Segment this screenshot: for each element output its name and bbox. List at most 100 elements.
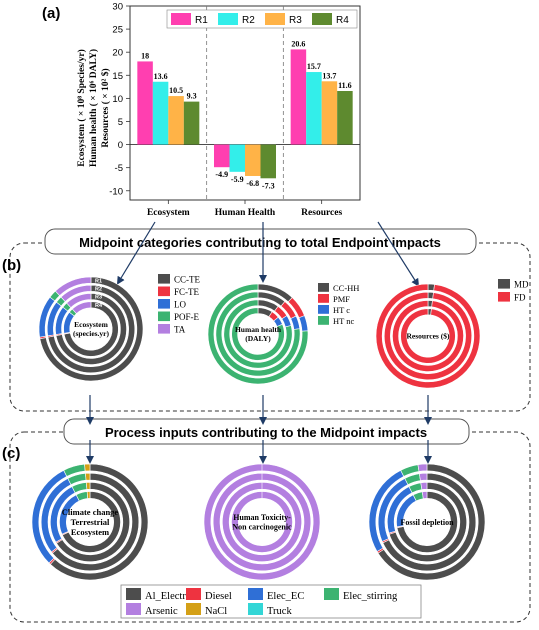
slice-ht-nc-ring-4: [231, 307, 285, 361]
panel-a-label: (a): [42, 5, 60, 22]
y-tick-label: 0: [118, 140, 123, 151]
legend-swatch-cc-hh: [318, 283, 329, 292]
donut-title-line: Fossil depletion: [400, 518, 454, 527]
donut-ecosystem-species-yr: Ecosystem(species.yr) R4 R3 R2 R1: [38, 276, 144, 382]
slice-ta-ring-1: [54, 276, 92, 296]
donut-fossil-depletion: Fossil depletion: [368, 463, 486, 581]
legend-label-arsenic: Arsenic: [145, 606, 178, 617]
slice-nacl-ring-1: [84, 463, 91, 472]
legend-label-truck: Truck: [267, 606, 292, 617]
donut-title-line: Ecosystem: [71, 527, 109, 537]
donut-human-toxicity-non-carcinogenic: Human Toxicity-Non carcinogenic: [203, 463, 321, 581]
legend-label-r3: R3: [289, 15, 302, 26]
y-tick-label: 15: [112, 71, 123, 82]
slice-elec-stirring-ring-2: [404, 473, 421, 485]
donut-title-line: Terrestrial: [71, 517, 110, 527]
slice-nacl-ring-2: [85, 472, 91, 481]
data-label-r4-ecosystem: 9.3: [187, 92, 197, 101]
y-tick-label: 25: [112, 25, 123, 36]
legend-swatch-elec-ec: [248, 588, 263, 600]
bar-r4-human-health: [260, 144, 276, 179]
data-label-r3-human-health: -6.8: [246, 179, 259, 188]
legend-swatch-md: [498, 279, 510, 289]
legend-swatch-r4: [312, 13, 332, 25]
slice-ht-nc-ring-1: [207, 283, 309, 385]
legend-label-elec-ec: Elec_EC: [267, 591, 304, 602]
data-label-r3-ecosystem: 10.5: [169, 86, 183, 95]
bar-r1-resources: [290, 49, 307, 145]
legend-swatch-arsenic: [126, 603, 141, 615]
donut-title-line: Resources ($): [407, 332, 450, 341]
panel-c-banner: Process inputs contributing to the Midpo…: [105, 425, 427, 440]
data-label-r1-ecosystem: 18: [141, 51, 149, 60]
y-tick-label: 20: [112, 48, 123, 59]
ring-label-r2: R2: [95, 286, 102, 292]
bar-legend: R1 R2 R3 R4: [166, 9, 358, 29]
legend-swatch-pof-e: [158, 311, 170, 322]
legend-swatch-fd: [498, 292, 510, 302]
legend-label-r4: R4: [336, 15, 349, 26]
data-label-r1-human-health: -4.9: [215, 170, 228, 179]
legend-swatch-elec-stirring: [324, 588, 339, 600]
slice-ta-ring-4: [71, 301, 92, 314]
ring-label-r1: R1: [95, 278, 102, 284]
donut-title-line: Non carcinogenic: [232, 523, 292, 532]
slice-arsenic-ring-4: [231, 491, 293, 553]
slice-fd-ring-4: [400, 308, 456, 364]
legend-swatch-cc-te: [158, 274, 170, 284]
y-tick-label: 5: [118, 117, 123, 128]
donut-title-line: Climate change: [62, 507, 119, 517]
slice-arsenic-ring-4: [421, 491, 428, 499]
donut-title-line: Ecosystem: [74, 320, 108, 329]
slice-arsenic-ring-2: [212, 472, 312, 572]
donut-title-line: Human health: [235, 325, 282, 334]
legend-swatch-nacl: [186, 603, 201, 615]
x-tick-label-ecosystem: Ecosystem: [147, 208, 190, 218]
slice-ht-nc-ring-3: [223, 299, 293, 369]
bar-r1-human-health: [214, 144, 230, 168]
legend-swatch-diesel: [186, 588, 201, 600]
y-axis-title: Ecosystem ( × 10⁸ Species/yr) Human heal…: [76, 49, 111, 167]
slice-ht-c-ring-1: [298, 315, 309, 332]
bar-r4-resources: [337, 90, 353, 145]
x-tick-label-human-health: Human Health: [215, 208, 276, 218]
legend-label-ta: TA: [174, 325, 186, 335]
connector-arrows: [86, 221, 432, 464]
legend-label-cc-te: CC-TE: [174, 275, 201, 285]
panel-c-process-donuts: Process inputs contributing to the Midpo…: [2, 418, 531, 623]
panel-b-midpoint-donuts: Midpoint categories contributing to tota…: [2, 228, 531, 412]
data-label-r2-ecosystem: 13.6: [154, 72, 168, 81]
slice-arsenic-ring-3: [420, 482, 428, 490]
legend-label-diesel: Diesel: [205, 591, 232, 602]
legend-label-r1: R1: [195, 15, 208, 26]
legend-swatch-r2: [218, 13, 238, 25]
bar-r2-resources: [306, 72, 322, 145]
donut-title-line: (DALY): [245, 334, 271, 343]
legend-label-ht-c: HT c: [333, 305, 350, 315]
slice-arsenic-ring-3: [222, 482, 302, 562]
slice-arsenic-ring-2: [419, 472, 428, 481]
panel-b-banner: Midpoint categories contributing to tota…: [79, 235, 441, 250]
ring-label-r3: R3: [95, 295, 102, 301]
data-label-r2-human-health: -5.9: [231, 175, 244, 184]
legend-swatch-fc-te: [158, 286, 170, 297]
legend-swatch-ht-c: [318, 305, 329, 314]
legend-swatch-ta: [158, 324, 170, 334]
slice-fd-ring-3: [392, 300, 464, 372]
legend-label-pof-e: POF-E: [174, 312, 200, 322]
slice-nacl-ring-4: [86, 491, 91, 499]
legend-label-pmf: PMF: [333, 294, 350, 304]
slice-arsenic-ring-1: [417, 463, 428, 472]
legend-swatch-lo: [158, 299, 170, 309]
legend-label-lo: LO: [174, 300, 186, 310]
y-tick-label: 30: [112, 2, 123, 13]
connector-arrow: [116, 221, 156, 285]
panel-b-label: (b): [2, 257, 21, 274]
slice-ht-c-ring-2: [290, 315, 301, 330]
y-axis-label-ecosystem: Ecosystem ( × 10⁸ Species/yr): [76, 49, 87, 167]
legend-swatch-r3: [265, 13, 285, 25]
bar-r2-ecosystem: [152, 81, 169, 145]
legend-label-r2: R2: [242, 15, 255, 26]
